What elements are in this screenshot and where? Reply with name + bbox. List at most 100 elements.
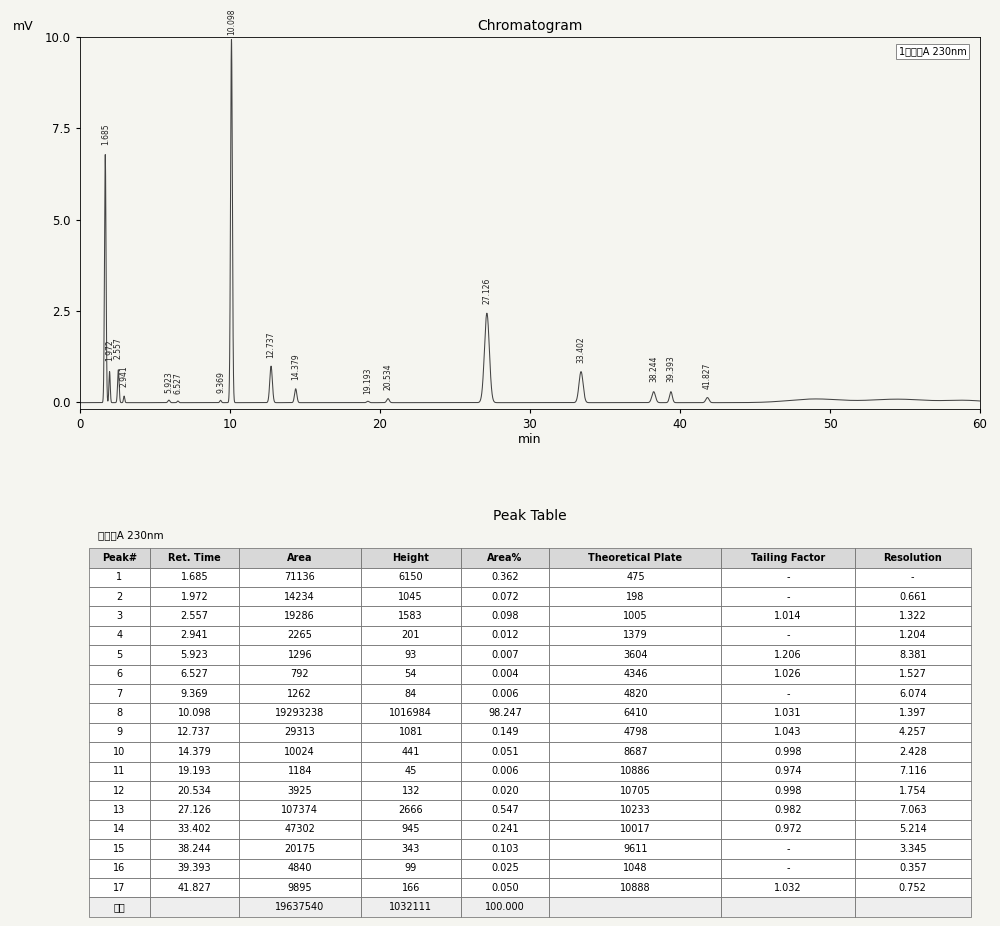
Bar (361, 800, 461, 820)
Bar (361, 839, 461, 858)
Bar (721, 800, 855, 820)
Text: 1.014: 1.014 (774, 611, 802, 621)
Bar (855, 684, 971, 704)
Text: 0.012: 0.012 (491, 631, 519, 641)
Text: 0.051: 0.051 (491, 747, 519, 757)
Bar (549, 704, 721, 722)
Bar (150, 722, 239, 742)
Bar (89, 800, 150, 820)
Text: 19293238: 19293238 (275, 708, 324, 718)
Bar (461, 684, 549, 704)
Text: 1296: 1296 (287, 650, 312, 660)
Text: 9895: 9895 (287, 882, 312, 893)
Text: 1048: 1048 (623, 863, 648, 873)
Text: 1.972: 1.972 (181, 592, 208, 602)
Bar (549, 645, 721, 665)
Text: 343: 343 (402, 844, 420, 854)
Bar (239, 587, 361, 607)
Text: 1.972: 1.972 (105, 340, 114, 361)
Text: 0.661: 0.661 (899, 592, 927, 602)
Bar (361, 878, 461, 897)
Bar (150, 781, 239, 800)
Bar (239, 607, 361, 626)
Bar (461, 742, 549, 761)
Bar (721, 587, 855, 607)
Bar (89, 568, 150, 587)
Bar (855, 800, 971, 820)
Bar (721, 897, 855, 917)
Bar (89, 781, 150, 800)
Text: 3925: 3925 (287, 785, 312, 795)
Text: 10: 10 (113, 747, 126, 757)
Text: 0.072: 0.072 (491, 592, 519, 602)
Bar (461, 878, 549, 897)
Text: 38.244: 38.244 (178, 844, 211, 854)
Bar (89, 704, 150, 722)
Bar (721, 548, 855, 568)
Bar (549, 684, 721, 704)
Text: 12: 12 (113, 785, 126, 795)
Bar (150, 568, 239, 587)
Text: 1.322: 1.322 (899, 611, 927, 621)
Text: 20175: 20175 (284, 844, 315, 854)
Bar (361, 626, 461, 645)
Text: 9: 9 (116, 728, 123, 737)
Bar (549, 722, 721, 742)
Bar (89, 858, 150, 878)
Bar (361, 820, 461, 839)
Text: 0.007: 0.007 (491, 650, 519, 660)
Bar (89, 684, 150, 704)
Text: 2.557: 2.557 (180, 611, 208, 621)
Bar (239, 722, 361, 742)
Bar (855, 878, 971, 897)
Text: -: - (786, 592, 790, 602)
Text: 1184: 1184 (288, 766, 312, 776)
Bar (721, 820, 855, 839)
Text: 1.026: 1.026 (774, 669, 802, 679)
Text: 0.998: 0.998 (774, 747, 802, 757)
Bar (461, 665, 549, 684)
Text: 17: 17 (113, 882, 126, 893)
Bar (855, 587, 971, 607)
Text: Ret. Time: Ret. Time (168, 553, 221, 563)
Text: 10017: 10017 (620, 824, 651, 834)
Bar (855, 568, 971, 587)
Bar (150, 645, 239, 665)
Bar (239, 626, 361, 645)
Bar (461, 820, 549, 839)
Text: 4.257: 4.257 (899, 728, 927, 737)
Bar (89, 761, 150, 781)
Text: 1.043: 1.043 (774, 728, 802, 737)
Text: 1.031: 1.031 (774, 708, 802, 718)
Bar (549, 858, 721, 878)
Text: 9.369: 9.369 (181, 689, 208, 698)
Text: mV: mV (12, 20, 33, 33)
Text: 1032111: 1032111 (389, 902, 432, 912)
Text: 4840: 4840 (288, 863, 312, 873)
Bar (150, 665, 239, 684)
Text: 12.737: 12.737 (177, 728, 211, 737)
Text: 1.204: 1.204 (899, 631, 927, 641)
Text: 27.126: 27.126 (482, 278, 491, 305)
Bar (150, 800, 239, 820)
Text: 検測器A 230nm: 検測器A 230nm (98, 530, 164, 540)
Bar (855, 704, 971, 722)
Text: 10.098: 10.098 (227, 8, 236, 35)
Bar (461, 761, 549, 781)
Bar (239, 742, 361, 761)
Text: -: - (786, 631, 790, 641)
Text: 10024: 10024 (284, 747, 315, 757)
Text: 27.126: 27.126 (177, 805, 211, 815)
Text: 0.020: 0.020 (491, 785, 519, 795)
Text: 107374: 107374 (281, 805, 318, 815)
Text: 6.527: 6.527 (180, 669, 208, 679)
Text: -: - (911, 572, 915, 582)
Text: 8: 8 (116, 708, 123, 718)
Bar (239, 645, 361, 665)
Bar (721, 761, 855, 781)
Bar (721, 684, 855, 704)
Bar (721, 839, 855, 858)
Bar (461, 645, 549, 665)
Text: 0.982: 0.982 (774, 805, 802, 815)
Bar (549, 742, 721, 761)
